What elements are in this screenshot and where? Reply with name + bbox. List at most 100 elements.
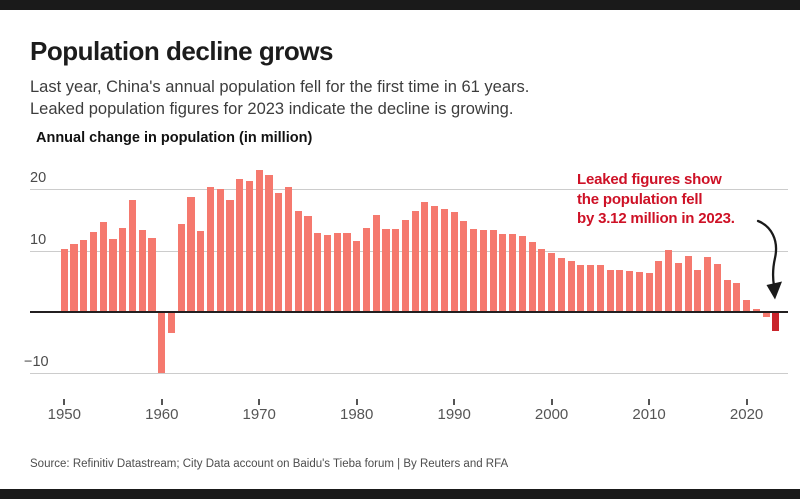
bar-1973 xyxy=(284,187,293,312)
bar-1951 xyxy=(70,244,78,312)
y-gridline--10 xyxy=(30,373,788,375)
x-tick-label-1960: 1960 xyxy=(145,406,179,423)
bar-2012 xyxy=(665,250,673,312)
bar-1965 xyxy=(206,187,215,312)
bar-1982 xyxy=(372,215,380,312)
bar-2017 xyxy=(713,264,721,312)
bar-1995 xyxy=(499,234,507,312)
bar-1964 xyxy=(197,230,205,312)
y-axis-label-20: 20 xyxy=(30,170,47,187)
subtitle-line-2: Leaked population figures for 2023 indic… xyxy=(30,99,514,118)
bar-1981 xyxy=(362,228,371,312)
bar-1992 xyxy=(470,229,478,312)
chart-annotation: Leaked figures show the population fell … xyxy=(577,170,735,229)
bar-1954 xyxy=(99,221,107,312)
bar-1953 xyxy=(89,231,98,312)
top-border-rule xyxy=(0,0,800,10)
annotation-line-3: by 3.12 million in 2023. xyxy=(577,210,735,227)
bar-1996 xyxy=(509,234,517,312)
source-attribution: Source: Refinitiv Datastream; City Data … xyxy=(30,458,509,470)
x-tick-2010 xyxy=(648,399,651,405)
bar-1984 xyxy=(392,229,400,312)
bar-2023 xyxy=(772,312,780,332)
bar-2009 xyxy=(635,272,643,312)
bar-2000 xyxy=(548,253,556,312)
bar-1961 xyxy=(167,312,176,334)
bar-2019 xyxy=(733,283,741,312)
bar-1990 xyxy=(450,212,458,312)
bar-1999 xyxy=(538,249,546,312)
subtitle-line-1: Last year, China's annual population fel… xyxy=(30,78,530,96)
x-tick-label-1990: 1990 xyxy=(437,406,471,423)
bar-1969 xyxy=(245,181,254,312)
bar-1979 xyxy=(343,233,351,312)
bar-2018 xyxy=(723,279,731,312)
page-subtitle: Last year, China's annual population fel… xyxy=(30,77,529,120)
bar-2008 xyxy=(626,270,634,312)
bar-2020 xyxy=(743,299,751,312)
annotation-line-2: the population fell xyxy=(577,190,703,208)
bar-1956 xyxy=(119,228,127,312)
bar-1985 xyxy=(401,220,409,312)
bar-1983 xyxy=(382,229,390,312)
bar-1980 xyxy=(353,240,361,312)
bar-1968 xyxy=(236,179,244,312)
bar-2011 xyxy=(655,261,663,312)
bar-1997 xyxy=(518,236,526,312)
bar-2014 xyxy=(684,255,692,312)
bar-1967 xyxy=(226,200,234,312)
x-tick-1990 xyxy=(453,399,456,405)
bar-2003 xyxy=(577,264,585,312)
bar-1971 xyxy=(265,174,273,312)
bar-2005 xyxy=(596,264,604,312)
bar-1976 xyxy=(314,232,322,312)
x-tick-label-2020: 2020 xyxy=(729,406,764,423)
bar-2015 xyxy=(694,270,702,312)
x-tick-1980 xyxy=(355,399,358,405)
y-axis-label--10: −10 xyxy=(24,354,49,371)
bar-1977 xyxy=(323,234,332,312)
x-tick-label-1980: 1980 xyxy=(340,406,374,423)
bar-1960 xyxy=(158,312,166,374)
bar-1959 xyxy=(148,237,156,312)
chart-title: Annual change in population (in million) xyxy=(36,130,313,146)
x-tick-label-1950: 1950 xyxy=(47,406,81,423)
bar-2002 xyxy=(567,261,575,312)
bar-1991 xyxy=(460,220,468,312)
annotation-line-1: Leaked figures show xyxy=(577,171,722,188)
bar-1966 xyxy=(216,189,224,312)
bar-2001 xyxy=(557,257,565,312)
y-axis-label-10: 10 xyxy=(30,231,47,248)
y-gridline-20 xyxy=(30,189,788,191)
bar-2006 xyxy=(606,269,614,312)
bar-1987 xyxy=(421,202,429,312)
x-tick-label-2010: 2010 xyxy=(632,406,666,423)
bar-1962 xyxy=(177,224,185,312)
bar-2013 xyxy=(674,262,682,312)
x-tick-2020 xyxy=(745,399,748,405)
bar-1986 xyxy=(411,210,419,312)
y-gridline-10 xyxy=(30,250,788,252)
x-tick-1970 xyxy=(258,399,261,405)
bar-1970 xyxy=(255,169,263,312)
x-tick-label-1970: 1970 xyxy=(242,406,276,423)
x-tick-2000 xyxy=(550,399,553,405)
x-tick-label-2000: 2000 xyxy=(534,406,569,423)
bottom-border-rule xyxy=(0,489,800,499)
x-tick-1950 xyxy=(63,399,66,405)
bar-1994 xyxy=(489,230,497,312)
bar-1988 xyxy=(431,206,439,312)
bar-1974 xyxy=(294,211,302,312)
bar-1998 xyxy=(528,242,536,312)
x-tick-1960 xyxy=(160,399,163,405)
bar-1958 xyxy=(138,229,146,312)
bar-1972 xyxy=(275,192,283,312)
bar-1978 xyxy=(333,233,341,312)
bar-1957 xyxy=(128,200,137,312)
bar-1975 xyxy=(304,216,312,312)
bar-1955 xyxy=(109,238,117,312)
bar-2022 xyxy=(762,312,770,318)
bar-1950 xyxy=(60,248,68,312)
